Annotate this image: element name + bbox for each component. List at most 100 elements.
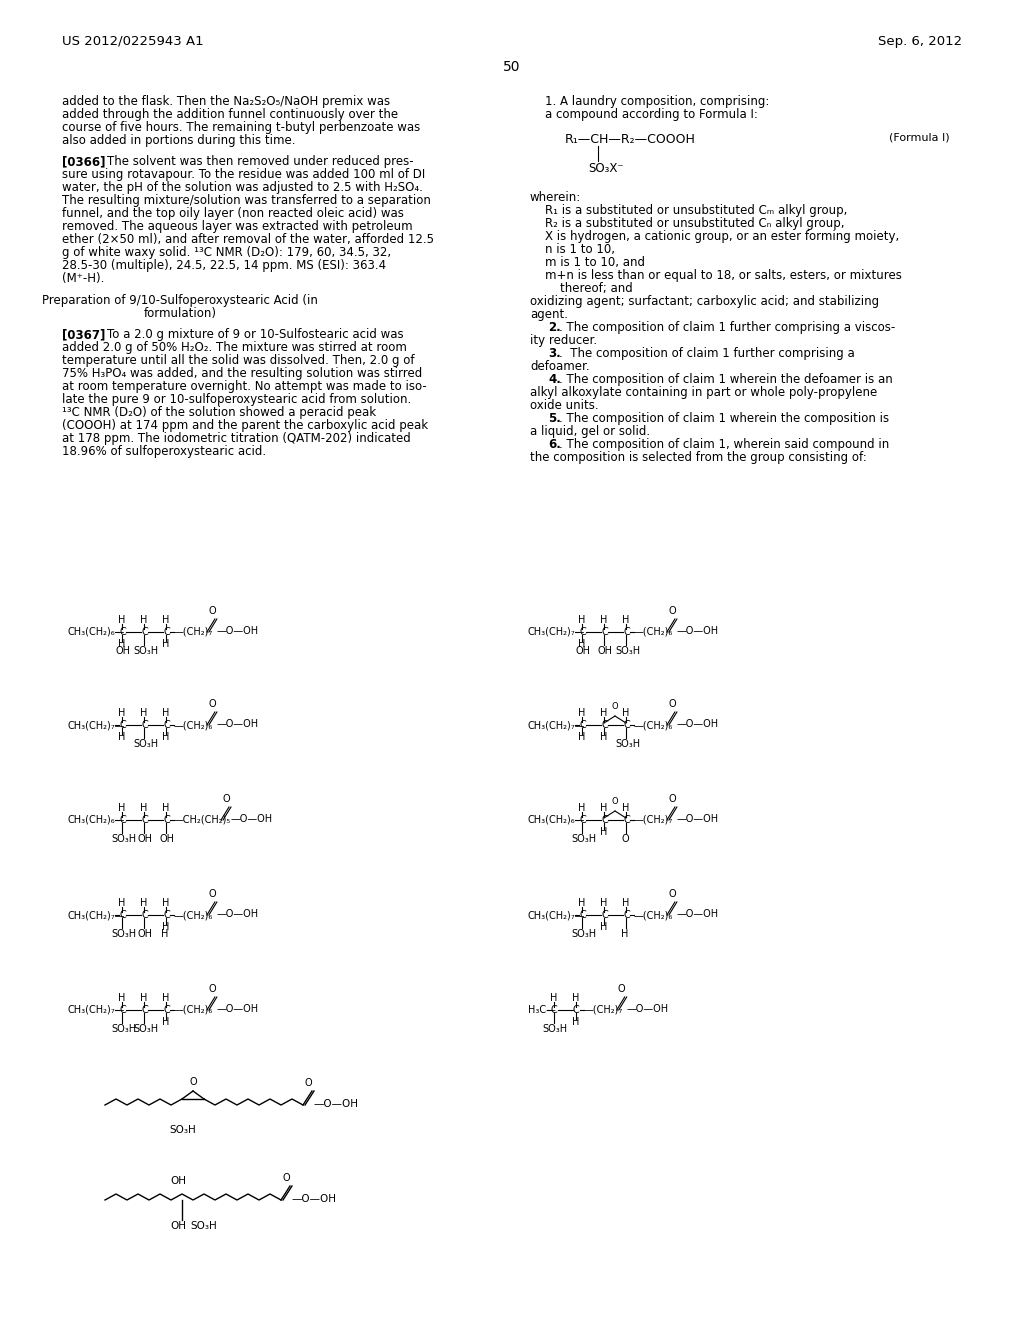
Text: at 178 ppm. The iodometric titration (QATM-202) indicated: at 178 ppm. The iodometric titration (QA… [62,433,411,445]
Text: C: C [163,719,170,730]
Text: a liquid, gel or solid.: a liquid, gel or solid. [530,425,650,438]
Text: CH₃(CH₂)₆—: CH₃(CH₂)₆— [68,627,125,638]
Text: CH₃(CH₂)₇—: CH₃(CH₂)₇— [68,909,125,920]
Text: 75% H₃PO₄ was added, and the resulting solution was stirred: 75% H₃PO₄ was added, and the resulting s… [62,367,422,380]
Text: H: H [140,708,147,718]
Text: O: O [189,1077,197,1086]
Text: C: C [601,719,608,730]
Text: O: O [208,888,216,899]
Text: the composition is selected from the group consisting of:: the composition is selected from the gro… [530,451,866,465]
Text: H: H [579,639,586,649]
Text: H: H [163,1016,170,1027]
Text: SO₃H: SO₃H [543,1024,568,1034]
Text: H: H [600,615,607,624]
Text: (COOOH) at 174 ppm and the parent the carboxylic acid peak: (COOOH) at 174 ppm and the parent the ca… [62,420,428,433]
Text: 6.: 6. [548,438,561,451]
Text: H: H [140,803,147,813]
Text: H: H [600,708,607,718]
Text: CH₃(CH₂)₆—: CH₃(CH₂)₆— [68,814,125,825]
Text: H: H [600,733,607,742]
Text: O: O [611,702,618,711]
Text: C: C [163,627,170,638]
Text: H: H [572,1016,580,1027]
Text: . The composition of claim 1 wherein the composition is: . The composition of claim 1 wherein the… [559,412,889,425]
Text: H: H [623,803,630,813]
Text: H: H [623,615,630,624]
Text: C: C [119,909,126,920]
Text: C: C [572,1005,580,1015]
Text: C: C [579,814,586,825]
Text: SO₃H: SO₃H [133,645,158,656]
Text: SO₃H: SO₃H [190,1221,217,1232]
Text: ether (2×50 ml), and after removal of the water, afforded 12.5: ether (2×50 ml), and after removal of th… [62,234,434,247]
Text: —O—OH: —O—OH [314,1100,359,1109]
Text: H: H [163,733,170,742]
Text: H: H [163,993,170,1003]
Text: H: H [572,993,580,1003]
Text: O: O [208,983,216,994]
Text: R₁ is a substituted or unsubstituted Cₘ alkyl group,: R₁ is a substituted or unsubstituted Cₘ … [530,205,848,216]
Text: H: H [119,993,126,1003]
Text: C: C [163,814,170,825]
Text: —O—OH: —O—OH [231,814,273,824]
Text: R₂ is a substituted or unsubstituted Cₙ alkyl group,: R₂ is a substituted or unsubstituted Cₙ … [530,216,845,230]
Text: H: H [163,803,170,813]
Text: SO₃H: SO₃H [133,739,158,748]
Text: H: H [140,898,147,908]
Text: 4.: 4. [548,374,561,385]
Text: CH₃(CH₂)₇—: CH₃(CH₂)₇— [528,719,586,730]
Text: . The composition of claim 1, wherein said compound in: . The composition of claim 1, wherein sa… [559,438,889,451]
Text: OH: OH [137,929,152,939]
Text: CH₃(CH₂)₇—: CH₃(CH₂)₇— [528,627,586,638]
Text: US 2012/0225943 A1: US 2012/0225943 A1 [62,36,204,48]
Text: C: C [141,814,147,825]
Text: H: H [579,898,586,908]
Text: X is hydrogen, a cationic group, or an ester forming moiety,: X is hydrogen, a cationic group, or an e… [530,230,899,243]
Text: water, the pH of the solution was adjusted to 2.5 with H₂SO₄.: water, the pH of the solution was adjust… [62,181,423,194]
Text: C: C [119,627,126,638]
Text: 28.5-30 (multiple), 24.5, 22.5, 14 ppm. MS (ESI): 363.4: 28.5-30 (multiple), 24.5, 22.5, 14 ppm. … [62,260,386,272]
Text: added through the addition funnel continuously over the: added through the addition funnel contin… [62,108,398,121]
Text: C: C [623,627,630,638]
Text: O: O [304,1078,312,1088]
Text: C: C [579,627,586,638]
Text: SO₃H: SO₃H [111,929,136,939]
Text: H: H [163,615,170,624]
Text: SO₃X⁻: SO₃X⁻ [588,162,624,176]
Text: C: C [601,909,608,920]
Text: wherein:: wherein: [530,191,582,205]
Text: OH: OH [597,645,612,656]
Text: H: H [163,639,170,649]
Text: —(CH₂)₆: —(CH₂)₆ [634,719,673,730]
Text: R₁—CH—R₂—COOOH: R₁—CH—R₂—COOOH [565,133,696,147]
Text: . The composition of claim 1 wherein the defoamer is an: . The composition of claim 1 wherein the… [559,374,893,385]
Text: —O—OH: —O—OH [292,1195,337,1204]
Text: —O—OH: —O—OH [217,719,259,729]
Text: O: O [621,834,629,843]
Text: H: H [163,708,170,718]
Text: H: H [600,828,607,837]
Text: SO₃H: SO₃H [615,739,640,748]
Text: H: H [579,708,586,718]
Text: H: H [550,993,557,1003]
Text: Sep. 6, 2012: Sep. 6, 2012 [878,36,962,48]
Text: H: H [600,898,607,908]
Text: temperature until all the solid was dissolved. Then, 2.0 g of: temperature until all the solid was diss… [62,354,415,367]
Text: C: C [623,909,630,920]
Text: g of white waxy solid. ¹³C NMR (D₂O): 179, 60, 34.5, 32,: g of white waxy solid. ¹³C NMR (D₂O): 17… [62,247,391,260]
Text: SO₃H: SO₃H [571,834,596,843]
Text: —(CH₂)₆: —(CH₂)₆ [634,909,673,920]
Text: C: C [579,719,586,730]
Text: [0366]: [0366] [62,156,105,169]
Text: H: H [621,929,629,939]
Text: CH₃(CH₂)₇—: CH₃(CH₂)₇— [528,909,586,920]
Text: C: C [141,909,147,920]
Text: 5.: 5. [548,412,561,425]
Text: defoamer.: defoamer. [530,360,590,374]
Text: H: H [119,708,126,718]
Text: thereof; and: thereof; and [530,282,633,294]
Text: sure using rotavapour. To the residue was added 100 ml of DI: sure using rotavapour. To the residue wa… [62,169,425,181]
Text: removed. The aqueous layer was extracted with petroleum: removed. The aqueous layer was extracted… [62,220,413,234]
Text: H: H [623,708,630,718]
Text: H: H [579,733,586,742]
